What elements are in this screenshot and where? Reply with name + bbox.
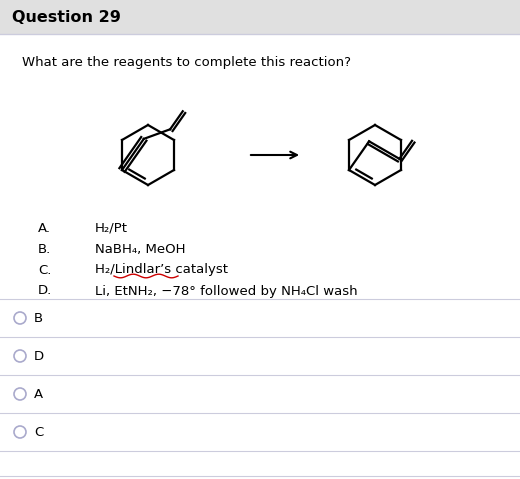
Text: C: C [34, 425, 43, 438]
Text: C.: C. [38, 263, 51, 276]
Text: H₂/Lindlar’s catalyst: H₂/Lindlar’s catalyst [95, 263, 228, 276]
Text: Question 29: Question 29 [12, 10, 121, 24]
Text: H₂/Pt: H₂/Pt [95, 221, 128, 235]
Text: A: A [34, 388, 43, 400]
Text: Li, EtNH₂, −78° followed by NH₄Cl wash: Li, EtNH₂, −78° followed by NH₄Cl wash [95, 285, 358, 297]
Text: B.: B. [38, 242, 51, 255]
Text: What are the reagents to complete this reaction?: What are the reagents to complete this r… [22, 56, 351, 68]
Text: B: B [34, 311, 43, 324]
FancyBboxPatch shape [0, 0, 520, 34]
Text: A.: A. [38, 221, 51, 235]
Text: D.: D. [38, 285, 52, 297]
Text: NaBH₄, MeOH: NaBH₄, MeOH [95, 242, 186, 255]
Text: D: D [34, 350, 44, 363]
FancyBboxPatch shape [0, 34, 520, 479]
